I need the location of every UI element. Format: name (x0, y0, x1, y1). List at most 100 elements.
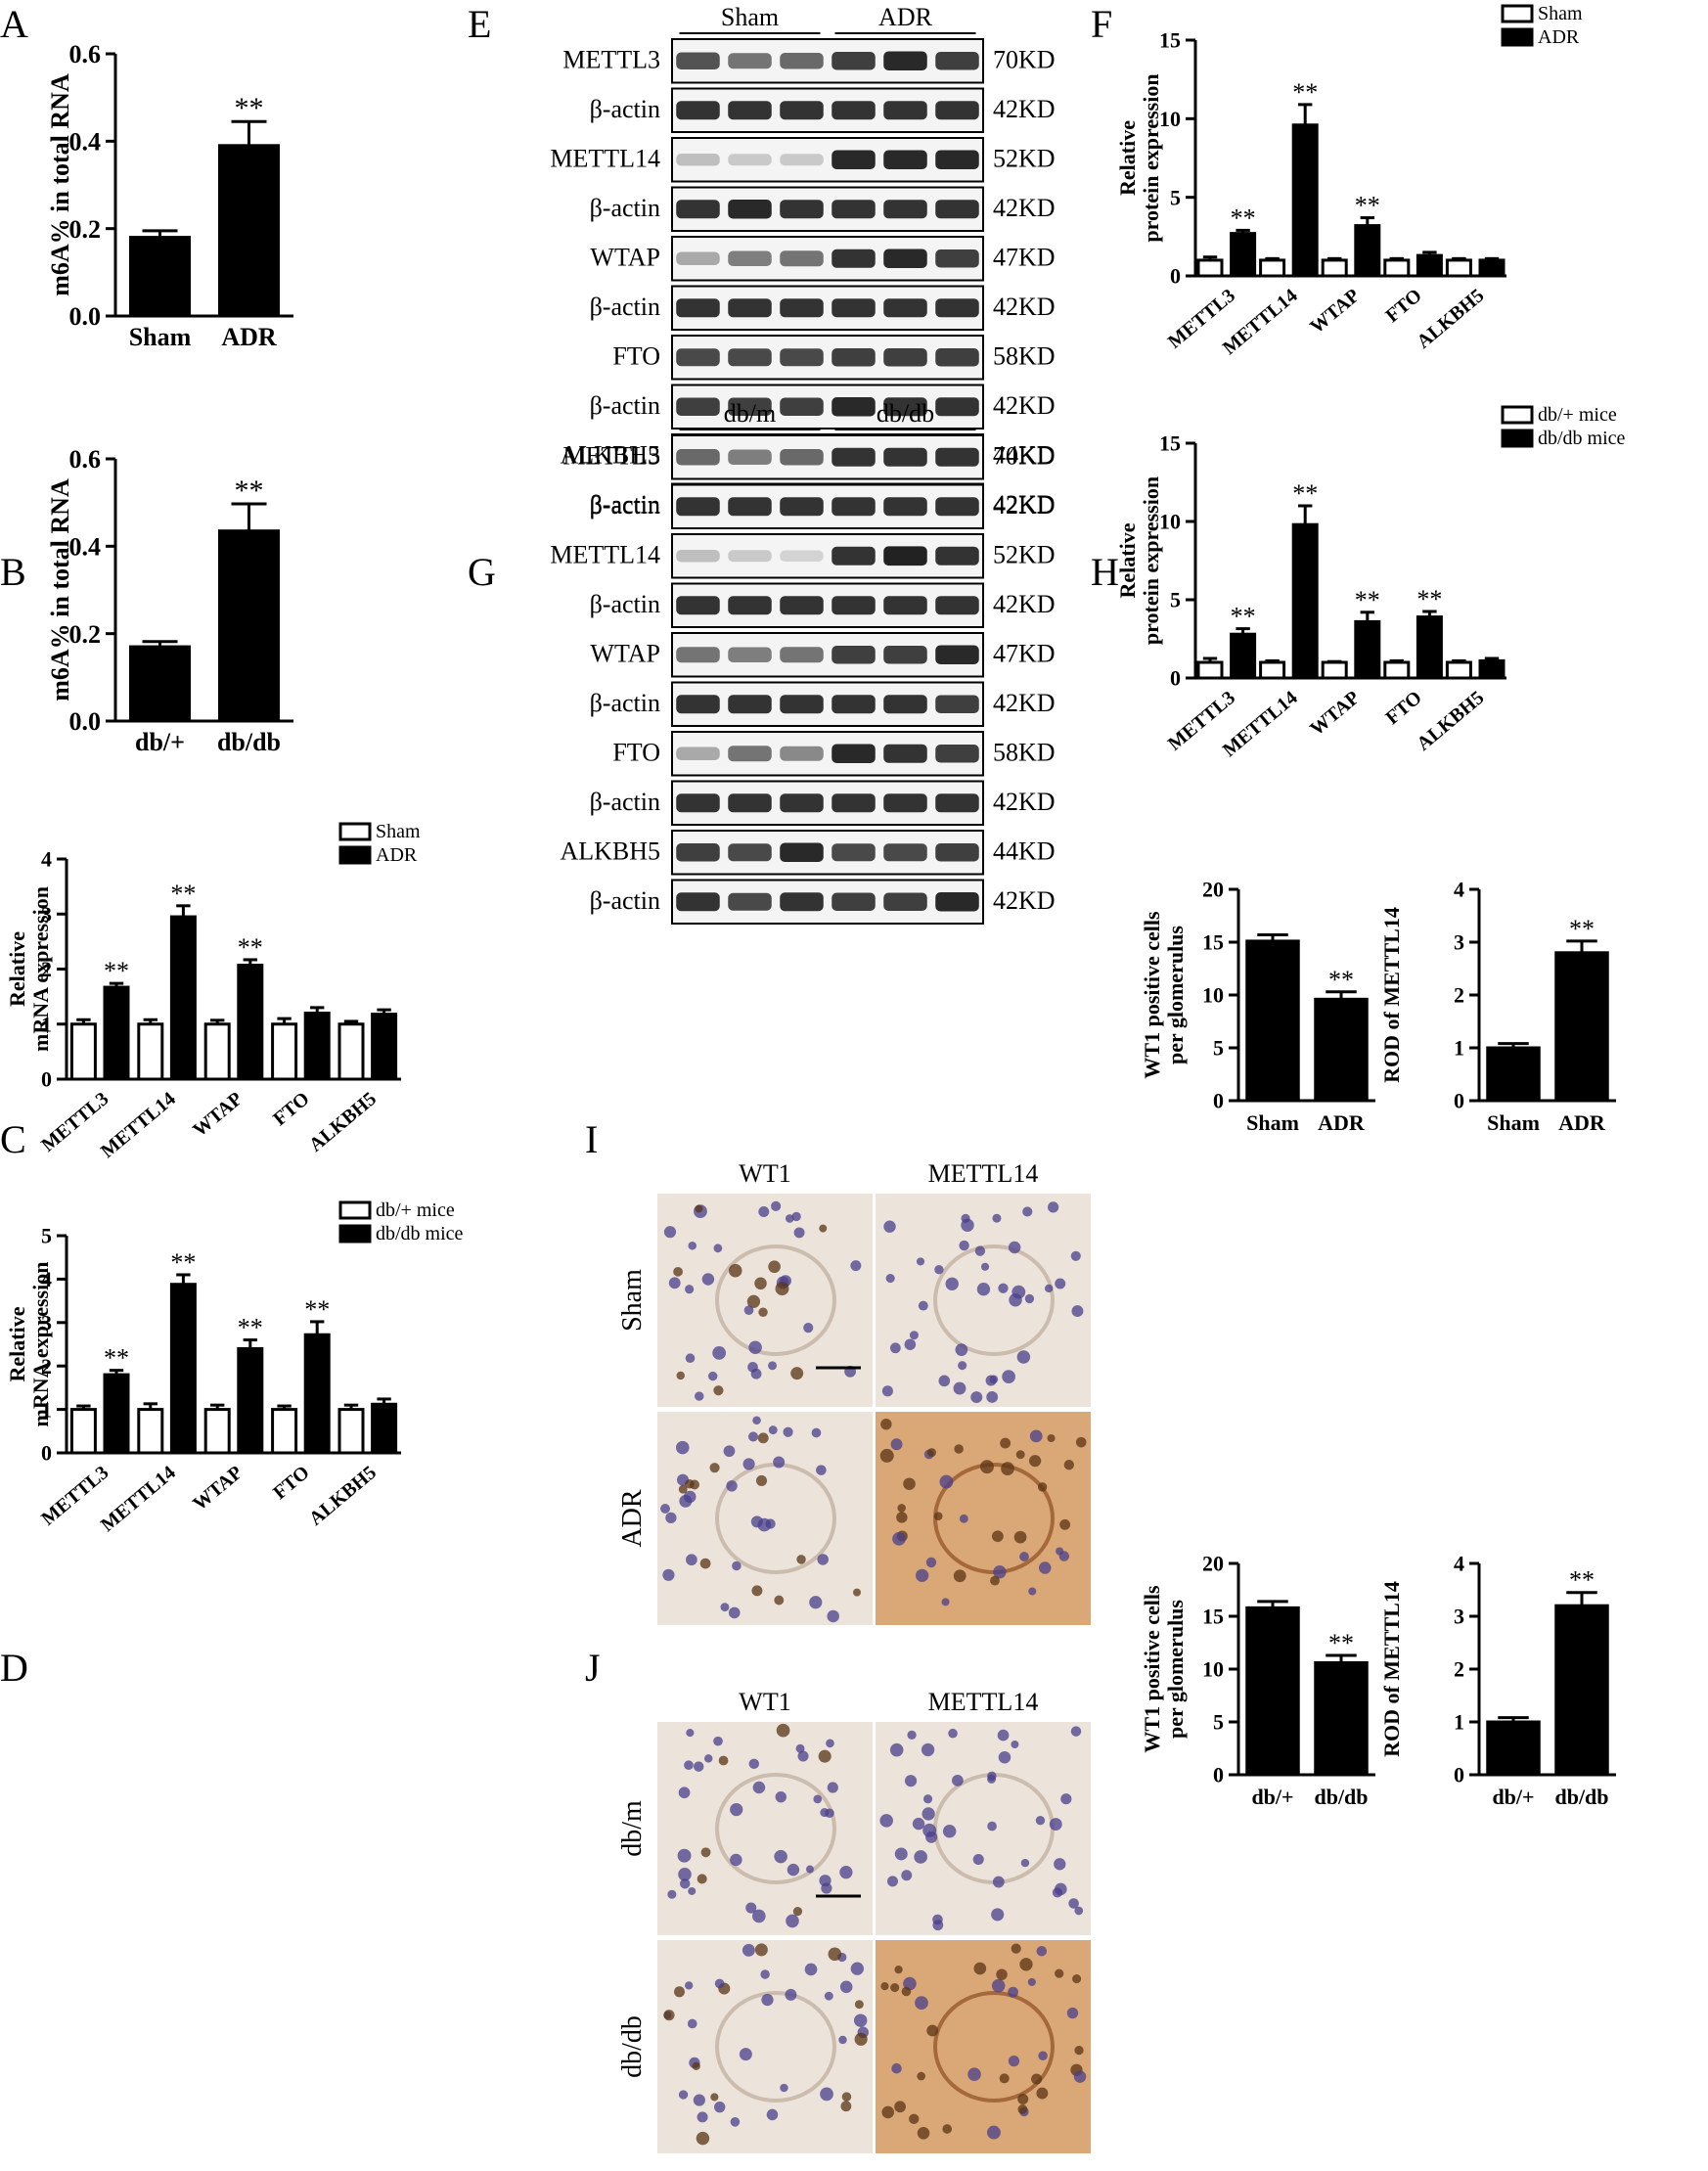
blot-band (780, 154, 824, 166)
blot-band (676, 154, 720, 166)
nucleus (680, 1878, 691, 1889)
nucleus (675, 1440, 690, 1455)
legend-swatch (338, 822, 372, 841)
nucleus (915, 1568, 929, 1582)
nucleus (1056, 1547, 1064, 1556)
x-tick-label: db/+ (1251, 1785, 1293, 1809)
blot-strip (671, 632, 984, 678)
nucleus (1054, 1858, 1066, 1871)
nucleus (854, 2032, 868, 2046)
blot-band (780, 397, 824, 416)
nucleus (668, 1277, 681, 1289)
legend-label: db/db mice (1538, 428, 1626, 449)
nucleus (1070, 1726, 1082, 1737)
blot-band (676, 101, 720, 120)
blot-band (728, 647, 772, 662)
bar (1554, 1604, 1609, 1777)
blot-band (728, 550, 772, 563)
blot-band (935, 843, 979, 862)
nucleus (828, 1947, 842, 1962)
legend-swatch (338, 1224, 372, 1244)
x-tick-label: db/db (1314, 1785, 1368, 1809)
blot-band (935, 645, 979, 664)
nucleus (853, 2013, 868, 2027)
blot-band (935, 348, 979, 367)
y-tick-label: 1 (41, 1397, 52, 1422)
nucleus (713, 1385, 724, 1396)
blot-strip (671, 137, 984, 183)
glomerulus (933, 1991, 1055, 2103)
blot-band (832, 646, 876, 664)
nucleus (663, 1226, 677, 1239)
nucleus (904, 1775, 918, 1787)
y-tick-label: 10 (1159, 510, 1181, 534)
nucleus (1075, 1436, 1087, 1448)
blot-protein-label: FTO (612, 738, 660, 766)
blot-protein-label: METTL14 (550, 144, 660, 172)
blot-band (935, 793, 979, 813)
nucleus (1048, 1201, 1059, 1213)
blot-size-label: 52KD (993, 144, 1056, 172)
blot-group-label: ADR (878, 3, 933, 31)
blot-strip (671, 879, 984, 925)
x-tick-label: FTO (1381, 687, 1425, 729)
y-axis-title: protein expression (1139, 73, 1163, 242)
x-tick-label: ALKBH5 (305, 1462, 381, 1530)
nucleus (752, 1416, 761, 1425)
blot-band (883, 793, 927, 813)
y-tick-label: 3 (1454, 1605, 1464, 1629)
bar (1321, 258, 1348, 278)
nucleus (785, 1988, 797, 2001)
nucleus (730, 1802, 743, 1817)
y-tick-label: 0 (1170, 666, 1181, 691)
nucleus (758, 1206, 770, 1217)
bar (218, 144, 280, 318)
micrograph-column-label: WT1 (739, 1159, 790, 1188)
blot-band (935, 52, 979, 70)
nucleus (826, 1739, 834, 1748)
blot-protein-label: β-actin (590, 391, 660, 420)
nucleus (973, 1962, 987, 1975)
blot-size-label: 44KD (993, 837, 1056, 865)
nucleus (1036, 1945, 1048, 1957)
blot-band (883, 695, 927, 714)
y-axis-title: ROD of METTL14 (1379, 907, 1404, 1083)
x-tick-label: METTL14 (97, 1462, 180, 1536)
y-tick-label: 0.4 (69, 532, 102, 561)
nucleus (958, 1361, 967, 1371)
nucleus (696, 2131, 710, 2146)
blot-band (728, 746, 772, 762)
blot-band (832, 843, 876, 862)
nucleus (709, 1463, 720, 1473)
glomerulus (715, 1244, 836, 1356)
x-tick-label: FTO (269, 1462, 313, 1504)
y-tick-label: 5 (1170, 588, 1181, 612)
blot-protein-label: WTAP (590, 639, 660, 667)
significance-mark: ** (170, 1248, 196, 1277)
blot-band (728, 397, 772, 416)
nucleus (889, 1342, 901, 1354)
bar (1486, 1720, 1541, 1777)
y-axis-title: Relative (5, 931, 29, 1007)
nucleus (771, 1200, 782, 1211)
nucleus (817, 1554, 829, 1565)
blot-band (935, 150, 979, 169)
micrograph-tile (876, 1412, 1091, 1625)
nucleus (1036, 2087, 1049, 2100)
nucleus (897, 1504, 906, 1513)
blot-protein-label: β-actin (590, 490, 660, 519)
nucleus (1031, 2073, 1043, 2085)
nucleus (685, 1285, 695, 1294)
micrograph-j: WT1 METTL14 db/m db/db (617, 1688, 1091, 2153)
blot-band (935, 546, 979, 565)
blot-band (935, 200, 979, 219)
y-tick-label: 0 (1213, 1089, 1224, 1113)
blot-protein-label: WTAP (590, 243, 660, 271)
bar (1314, 1661, 1369, 1777)
bar (1291, 123, 1319, 278)
nucleus (827, 1782, 838, 1793)
bar (1383, 258, 1411, 278)
blot-band (728, 596, 772, 615)
x-tick-label: db/+ (135, 728, 185, 756)
nucleus (881, 2105, 895, 2119)
